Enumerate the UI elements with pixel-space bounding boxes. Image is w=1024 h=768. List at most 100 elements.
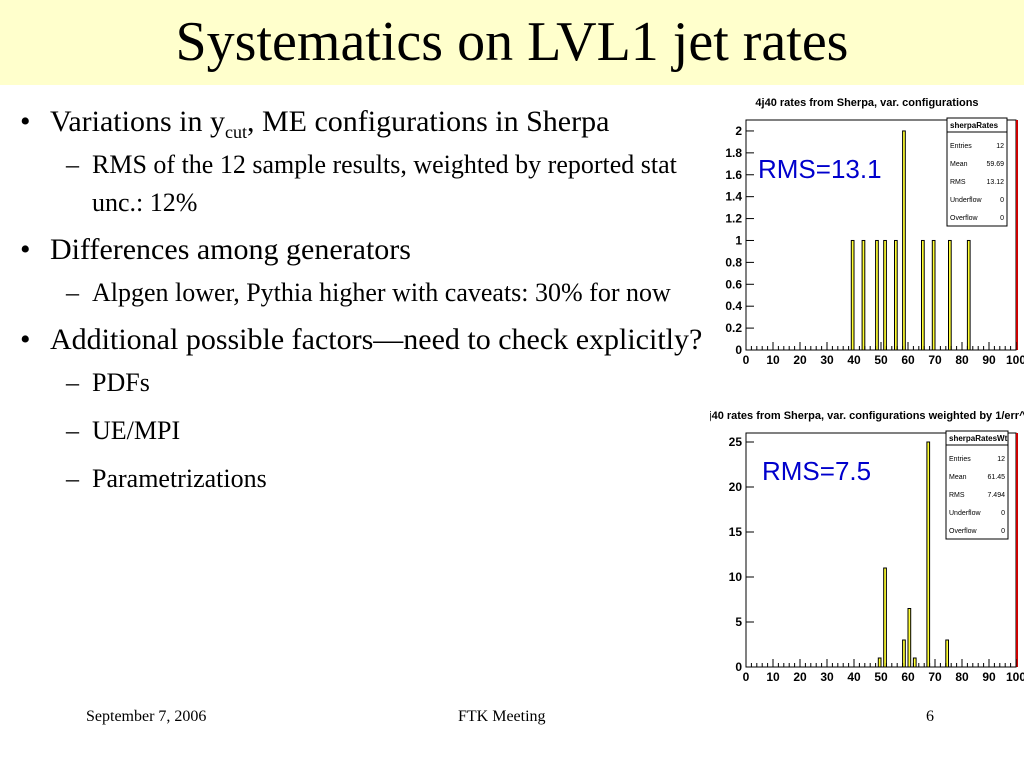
stats-box: sherpaRates Entries 12 Mean 59.69 RMS 13.12 Und… [946, 117, 1008, 227]
sub-bullet-text: UE/MPI [92, 416, 181, 445]
footer-meeting: FTK Meeting [458, 708, 546, 725]
stats-box: sherpaRatesWt Entries 12 Mean 61.45 RMS 7.494 U… [945, 430, 1009, 540]
x-tick-label: 30 [820, 670, 834, 684]
sub-bullet-text: Alpgen lower, Pythia higher with caveats… [92, 278, 671, 307]
stats-value: 59.69 [986, 161, 1004, 168]
bullet-item: • Differences among generators [20, 228, 710, 272]
dash-marker: – [66, 368, 79, 397]
histogram-bar [945, 639, 950, 668]
x-tick-label: 70 [928, 353, 942, 367]
chart-title: 4j40 rates from Sherpa, var. configurati… [755, 97, 978, 109]
histogram-bar [902, 639, 906, 668]
y-tick-label: 0 [735, 660, 742, 674]
x-tick-label: 50 [874, 353, 888, 367]
stats-value: 0 [1001, 510, 1005, 517]
slide-title: Systematics on LVL1 jet rates [175, 11, 849, 73]
bullet-text: Differences among generators [50, 233, 411, 266]
x-tick-label: 60 [901, 353, 915, 367]
stats-label: Underflow [950, 197, 982, 204]
stats-value: 12 [997, 456, 1005, 463]
dash-marker: – [66, 464, 79, 493]
histogram-bar [926, 441, 931, 668]
histogram-bar [931, 239, 936, 351]
y-tick-label: 0.2 [725, 321, 742, 335]
stats-label: RMS [949, 492, 965, 499]
stats-value: 13.12 [986, 179, 1004, 186]
histogram-weighted: 4j40 rates from Sherpa, var. configurati… [710, 405, 1024, 685]
footer-page-number: 6 [926, 708, 934, 725]
sub-bullet-item: – Alpgen lower, Pythia higher with cavea… [20, 274, 710, 312]
x-tick-label: 80 [955, 670, 969, 684]
bullet-marker: • [20, 233, 31, 266]
stats-label: Entries [950, 143, 972, 150]
stats-value: 7.494 [987, 492, 1005, 499]
x-tick-label: 40 [847, 353, 861, 367]
y-tick-label: 15 [729, 525, 743, 539]
x-tick-label: 70 [928, 670, 942, 684]
histogram-bar [883, 239, 887, 351]
histogram-bar [875, 239, 879, 351]
stats-label: RMS [950, 179, 966, 186]
stats-box-frame [946, 117, 1008, 227]
y-tick-label: 1.8 [725, 146, 742, 160]
y-tick-label: 0.8 [725, 255, 742, 269]
rms-annotation: RMS=7.5 [762, 456, 871, 486]
x-tick-label: 50 [874, 670, 888, 684]
histogram-bar [894, 239, 898, 351]
bullet-marker: • [20, 323, 31, 356]
sub-bullet-item: – Parametrizations [20, 460, 710, 498]
stats-label: Overflow [949, 528, 978, 535]
footer-date: September 7, 2006 [86, 708, 207, 725]
stats-value: 12 [996, 143, 1004, 150]
sub-bullet-text: RMS of the 12 sample results, weighted b… [92, 150, 677, 217]
dash-marker: – [66, 278, 79, 307]
dash-marker: – [66, 150, 79, 179]
title-bar [0, 0, 1024, 85]
y-tick-label: 10 [729, 570, 743, 584]
histogram-bar [921, 239, 925, 351]
stats-name: sherpaRatesWt [949, 434, 1008, 443]
sub-bullet-text: Parametrizations [92, 464, 267, 493]
histogram-bar [907, 608, 912, 668]
bullet-marker: • [20, 105, 31, 138]
stats-label: Mean [949, 474, 967, 481]
histogram-weighted-svg: 4j40 rates from Sherpa, var. configurati… [710, 410, 1024, 684]
sub-bullet-text: PDFs [92, 368, 150, 397]
x-tick-label: 80 [955, 353, 969, 367]
bullet-text-post: , ME configurations in Sherpa [246, 105, 610, 138]
x-tick-label: 100 [1006, 670, 1024, 684]
y-tick-label: 0.4 [725, 299, 742, 313]
histogram-bar [902, 130, 906, 351]
x-tick-label: 10 [766, 353, 780, 367]
histogram-unweighted-svg: 4j40 rates from Sherpa, var. configurati… [725, 97, 1024, 367]
stats-name: sherpaRates [950, 121, 999, 130]
bullet-text-subscript: cut [224, 122, 247, 142]
stats-value: 61.45 [987, 474, 1005, 481]
histogram-unweighted: 4j40 rates from Sherpa, var. configurati… [710, 92, 1024, 372]
y-tick-label: 1.2 [725, 212, 742, 226]
x-tick-label: 0 [743, 670, 750, 684]
dash-marker: – [66, 416, 79, 445]
histogram-bar [850, 239, 855, 351]
bullet-text: Additional possible factors—need to chec… [50, 323, 703, 356]
rms-annotation: RMS=13.1 [758, 154, 882, 184]
stats-value: 0 [1000, 215, 1004, 222]
x-tick-label: 0 [743, 353, 750, 367]
histogram-bar [912, 657, 917, 668]
x-tick-label: 90 [982, 670, 996, 684]
bullet-list: • Variations in ycut, ME configurations … [20, 96, 710, 498]
sub-bullet-item: – PDFs [20, 364, 710, 402]
histogram-bar [966, 239, 971, 351]
x-tick-label: 10 [766, 670, 780, 684]
x-tick-label: 30 [820, 353, 834, 367]
stats-value: 0 [1000, 197, 1004, 204]
y-tick-label: 1.4 [725, 190, 742, 204]
y-tick-label: 2 [735, 124, 742, 138]
y-tick-label: 1 [735, 233, 742, 247]
x-tick-label: 20 [793, 670, 807, 684]
x-tick-label: 100 [1006, 353, 1024, 367]
bullet-item: • Variations in ycut, ME configurations … [20, 100, 710, 144]
stats-label: Mean [950, 161, 968, 168]
y-tick-label: 25 [729, 435, 743, 449]
y-tick-label: 5 [735, 615, 742, 629]
